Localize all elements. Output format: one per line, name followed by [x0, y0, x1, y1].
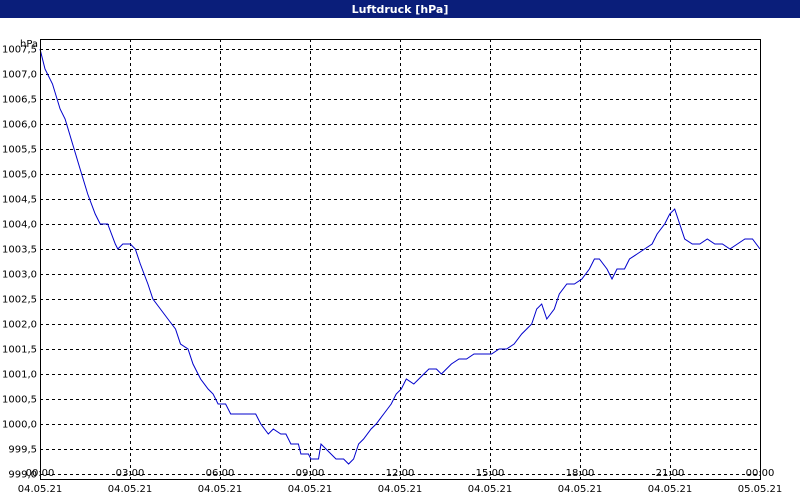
- x-tick-date: 04.05.21: [558, 484, 603, 495]
- x-tick-date: 04.05.21: [648, 484, 693, 495]
- grid-lines: [40, 39, 760, 479]
- window-title: Luftdruck [hPa]: [0, 0, 800, 18]
- y-tick-labels: 999,0 999,5 1000,0 1000,5 1001,0 1001,5 1002,0…: [2, 45, 37, 481]
- y-tick-label: 1003,5: [2, 245, 37, 256]
- y-tick-label: 999,0: [8, 470, 37, 481]
- y-tick-label: 1001,0: [2, 370, 37, 381]
- y-tick-label: 1001,5: [2, 345, 37, 356]
- y-tick-label: 999,5: [8, 445, 37, 456]
- x-tick-date: 04.05.21: [198, 484, 243, 495]
- x-tick-time: 15:00: [476, 468, 505, 479]
- plot-frame: [40, 39, 761, 480]
- y-tick-label: 1006,5: [2, 95, 37, 106]
- y-tick-label: 1002,0: [2, 320, 37, 331]
- x-tick-time: 03:00: [116, 468, 145, 479]
- x-tick-date: 04.05.21: [288, 484, 333, 495]
- x-tick-time: 21:00: [656, 468, 685, 479]
- x-tick-labels: 00:0004.05.2103:0004.05.2106:0004.05.210…: [18, 468, 783, 495]
- y-tick-label: 1000,5: [2, 395, 37, 406]
- y-tick-label: 1005,5: [2, 145, 37, 156]
- pressure-chart: hPa 999,0 999,5 1000,0 1000,5 1001,0 1001,5 10…: [0, 18, 800, 500]
- y-tick-label: 1007,0: [2, 70, 37, 81]
- x-tick-date: 04.05.21: [468, 484, 513, 495]
- y-tick-label: 1003,0: [2, 270, 37, 281]
- x-tick-time: 12:00: [386, 468, 415, 479]
- x-tick-date: 04.05.21: [18, 484, 63, 495]
- plot-background: [0, 18, 800, 500]
- y-tick-label: 1002,5: [2, 295, 37, 306]
- x-tick-time: 18:00: [566, 468, 595, 479]
- y-tick-label: 1005,0: [2, 170, 37, 181]
- series-line: [39, 48, 761, 465]
- y-axis-label: hPa: [20, 39, 38, 50]
- x-tick-date: 04.05.21: [108, 484, 153, 495]
- x-tick-time: 06:00: [206, 468, 235, 479]
- y-tick-label: 1006,0: [2, 120, 37, 131]
- y-tick-label: 1004,5: [2, 195, 37, 206]
- y-tick-label: 1004,0: [2, 220, 37, 231]
- y-tick-label: 1000,0: [2, 420, 37, 431]
- x-tick-date: 05.05.21: [738, 484, 783, 495]
- x-tick-date: 04.05.21: [378, 484, 423, 495]
- y-tick-label: 1007,5: [2, 45, 37, 56]
- x-tick-time: 09:00: [296, 468, 325, 479]
